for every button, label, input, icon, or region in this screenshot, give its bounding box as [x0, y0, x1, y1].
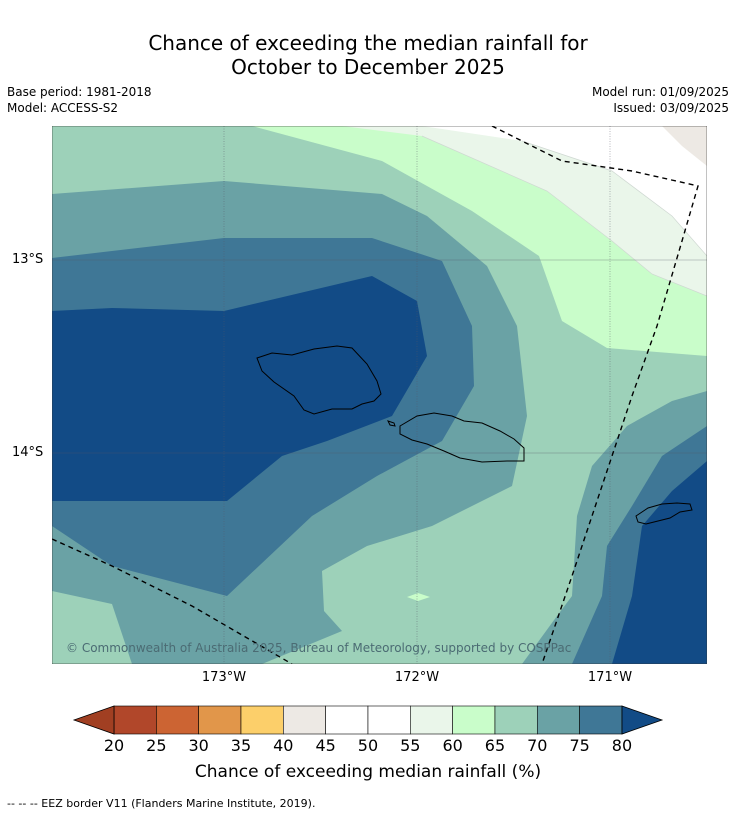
- eez-border: [52, 126, 699, 664]
- issued-date: Issued: 03/09/2025: [613, 101, 729, 115]
- model-run: Model run: 01/09/2025: [591, 85, 729, 99]
- colorbar-tick-label: 25: [146, 736, 167, 755]
- colorbar-tick-label: 50: [357, 736, 379, 755]
- graticule-lat: [52, 259, 707, 454]
- contour-line: [521, 140, 707, 257]
- lon-label-172w: 172°W: [394, 670, 440, 685]
- colorbar-cell: [283, 705, 326, 735]
- eez-footnote: -- -- -- EEZ border V11 (Flanders Marine…: [7, 797, 316, 810]
- base-period: Base period: 1981-2018: [7, 85, 152, 99]
- lat-label-13s: 13°S: [12, 252, 44, 267]
- colorbar-tick-label: 40: [273, 736, 294, 755]
- copyright-notice: © Commonwealth of Australia 2025, Bureau…: [66, 641, 572, 655]
- colorbar-tick-label: 35: [230, 736, 252, 755]
- colorbar-cell: [494, 705, 538, 735]
- colorbar-cell: [536, 705, 580, 735]
- lon-label-171w: 171°W: [587, 670, 633, 685]
- colorbar-low-extension: [72, 705, 115, 735]
- title-line-1: Chance of exceeding the median rainfall …: [148, 31, 588, 55]
- colorbar: [72, 705, 664, 735]
- band-40-45: [662, 126, 707, 166]
- colorbar-tick-label: 80: [611, 736, 633, 755]
- savaii-island: [256, 345, 382, 415]
- upolu-island: [399, 412, 525, 463]
- colorbar-tick-label: 55: [400, 736, 421, 755]
- colorbar-cell: [240, 705, 284, 735]
- colorbar-cell: [410, 705, 453, 735]
- tutuila-island: [635, 502, 693, 525]
- colorbar-label: Chance of exceeding median rainfall (%): [194, 762, 542, 782]
- colorbar-tick-label: 20: [103, 736, 125, 755]
- colorbar-cell: [198, 705, 242, 735]
- colorbar-cell: [113, 705, 157, 735]
- colorbar-cell: [156, 705, 199, 735]
- colorbar-tick-label: 75: [569, 736, 590, 755]
- colorbar-cell: [367, 705, 411, 735]
- colorbar-cell: [579, 705, 623, 735]
- band-50-55: [422, 126, 707, 256]
- colorbar-cell: [325, 705, 369, 735]
- lat-label-14s: 14°S: [12, 445, 44, 460]
- colorbar-tick-label: 60: [442, 736, 463, 755]
- rainfall-map: [52, 126, 707, 664]
- colorbar-tick-label: 45: [315, 736, 336, 755]
- title-line-2: October to December 2025: [231, 55, 505, 79]
- graticule: [223, 126, 611, 664]
- colorbar-tick-label: 70: [527, 736, 548, 755]
- model-name: Model: ACCESS-S2: [7, 101, 119, 115]
- colorbar-tick-label: 65: [484, 736, 506, 755]
- band-60-65-speck: [407, 593, 430, 601]
- colorbar-high-extension: [621, 705, 664, 735]
- colorbar-cell: [452, 705, 496, 735]
- lon-label-173w: 173°W: [201, 670, 247, 685]
- band-above-80-west: [52, 276, 427, 501]
- small-islet: [387, 420, 396, 427]
- colorbar-tick-label: 30: [188, 736, 209, 755]
